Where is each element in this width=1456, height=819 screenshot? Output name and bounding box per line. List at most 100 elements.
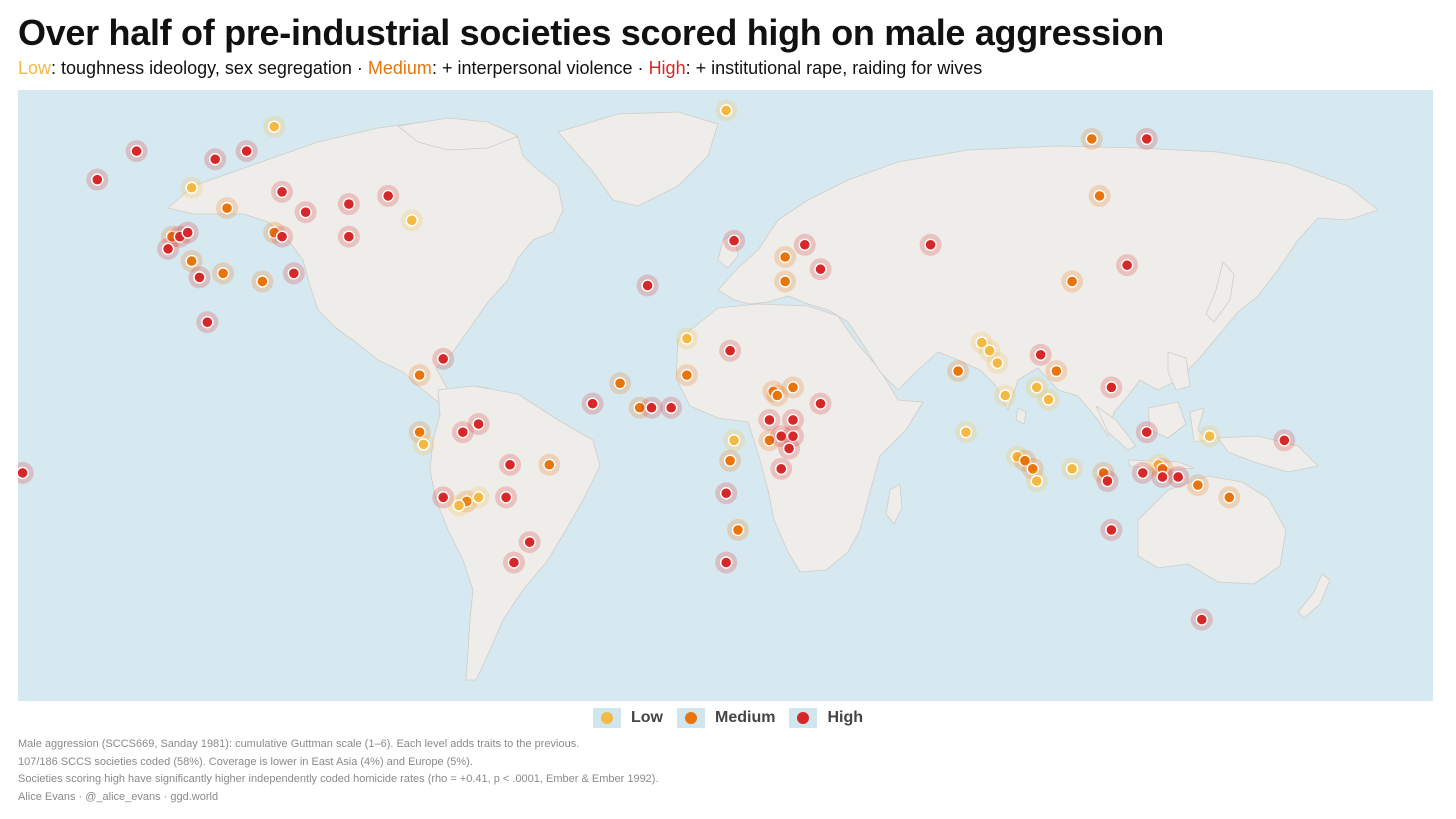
society-marker-high[interactable]: [436, 491, 450, 504]
society-marker-high[interactable]: [814, 263, 827, 276]
society-marker-high[interactable]: [1156, 470, 1169, 484]
society-marker-high[interactable]: [775, 462, 788, 476]
society-marker-medium[interactable]: [680, 368, 694, 382]
society-marker-medium[interactable]: [613, 377, 627, 390]
society-marker-high[interactable]: [645, 401, 658, 414]
society-marker-high[interactable]: [436, 352, 450, 366]
society-marker-high[interactable]: [287, 267, 301, 280]
society-marker-low[interactable]: [999, 389, 1012, 402]
society-marker-medium[interactable]: [1093, 189, 1106, 203]
society-marker-medium[interactable]: [1018, 454, 1032, 467]
world-map[interactable]: [18, 90, 1433, 701]
society-marker-low[interactable]: [983, 344, 996, 357]
society-marker-high[interactable]: [814, 397, 827, 410]
society-marker-low[interactable]: [1203, 430, 1216, 443]
society-marker-medium[interactable]: [1223, 491, 1236, 504]
society-marker-low[interactable]: [267, 120, 281, 133]
society-marker-high[interactable]: [1101, 474, 1114, 488]
society-marker-high[interactable]: [664, 401, 678, 414]
society-marker-medium[interactable]: [220, 201, 234, 215]
society-marker-high[interactable]: [798, 238, 812, 251]
society-marker-high[interactable]: [924, 238, 937, 251]
society-marker-low[interactable]: [727, 434, 741, 447]
society-marker-medium[interactable]: [543, 458, 556, 471]
society-marker-high[interactable]: [782, 442, 796, 455]
society-marker-high[interactable]: [240, 144, 253, 158]
society-marker-medium[interactable]: [1085, 132, 1098, 146]
society-marker-high[interactable]: [1136, 466, 1150, 480]
society-marker-low[interactable]: [1030, 381, 1043, 394]
society-marker-high[interactable]: [342, 230, 356, 243]
society-marker-medium[interactable]: [413, 425, 426, 439]
society-marker-high[interactable]: [786, 413, 800, 427]
society-marker-medium[interactable]: [1065, 275, 1079, 288]
society-marker-high[interactable]: [763, 413, 776, 427]
society-marker-high[interactable]: [275, 230, 289, 243]
society-marker-high[interactable]: [472, 417, 485, 431]
society-marker-high[interactable]: [193, 271, 206, 284]
society-marker-low[interactable]: [185, 181, 198, 194]
society-marker-high[interactable]: [1105, 381, 1118, 394]
society-marker-high[interactable]: [719, 487, 733, 500]
society-marker-low[interactable]: [452, 499, 466, 512]
society-marker-high[interactable]: [1140, 132, 1153, 146]
society-marker-high[interactable]: [719, 556, 733, 569]
society-marker-medium[interactable]: [1026, 462, 1039, 476]
society-marker-high[interactable]: [1140, 425, 1153, 439]
society-marker-high[interactable]: [1172, 470, 1185, 484]
society-marker-low[interactable]: [719, 104, 733, 117]
society-marker-high[interactable]: [723, 344, 737, 357]
society-marker-high[interactable]: [456, 425, 470, 439]
society-marker-high[interactable]: [1105, 523, 1118, 537]
society-marker-medium[interactable]: [763, 434, 776, 447]
society-marker-high[interactable]: [1120, 258, 1134, 272]
society-marker-medium[interactable]: [216, 267, 230, 280]
society-marker-high[interactable]: [91, 173, 104, 186]
society-marker-medium[interactable]: [633, 401, 646, 414]
society-marker-medium[interactable]: [778, 275, 792, 288]
society-marker-medium[interactable]: [1050, 364, 1063, 378]
society-marker-high[interactable]: [130, 144, 143, 158]
society-marker-medium[interactable]: [256, 275, 269, 288]
society-marker-medium[interactable]: [723, 454, 737, 467]
society-marker-medium[interactable]: [1191, 478, 1205, 492]
society-marker-high[interactable]: [586, 397, 599, 410]
society-marker-high[interactable]: [342, 197, 356, 211]
society-marker-high[interactable]: [1278, 434, 1291, 447]
society-marker-high[interactable]: [503, 458, 517, 471]
society-marker-low[interactable]: [1030, 474, 1043, 488]
society-marker-high[interactable]: [209, 153, 222, 166]
society-marker-low[interactable]: [405, 214, 418, 227]
society-marker-low[interactable]: [1042, 393, 1055, 406]
society-marker-medium[interactable]: [771, 389, 784, 402]
society-marker-high[interactable]: [507, 556, 521, 569]
society-marker-medium[interactable]: [185, 254, 198, 268]
society-marker-medium[interactable]: [786, 381, 800, 394]
society-marker-high[interactable]: [523, 535, 536, 549]
society-marker-high[interactable]: [299, 205, 312, 219]
society-marker-low[interactable]: [680, 332, 694, 345]
society-marker-low[interactable]: [472, 491, 485, 504]
society-marker-high[interactable]: [381, 189, 395, 203]
society-marker-high[interactable]: [18, 466, 29, 480]
society-marker-high[interactable]: [181, 226, 194, 239]
society-marker-low[interactable]: [975, 336, 988, 349]
society-marker-high[interactable]: [1195, 613, 1208, 626]
society-marker-high[interactable]: [275, 185, 289, 199]
society-marker-medium[interactable]: [951, 364, 965, 378]
society-marker-medium[interactable]: [778, 250, 792, 264]
society-marker-high[interactable]: [1034, 348, 1047, 361]
society-marker-high[interactable]: [161, 242, 175, 256]
society-marker-low[interactable]: [417, 438, 430, 451]
society-marker-high[interactable]: [727, 234, 741, 247]
society-marker-high[interactable]: [201, 315, 214, 329]
society-marker-low[interactable]: [991, 356, 1004, 370]
society-marker-low[interactable]: [1065, 462, 1079, 476]
society-marker-high[interactable]: [641, 279, 654, 292]
society-marker-medium[interactable]: [413, 368, 426, 382]
society-marker-high[interactable]: [499, 491, 513, 504]
society-marker-high[interactable]: [786, 430, 800, 443]
society-marker-medium[interactable]: [731, 523, 745, 537]
society-marker-low[interactable]: [959, 425, 973, 439]
society-marker-high[interactable]: [775, 430, 788, 443]
